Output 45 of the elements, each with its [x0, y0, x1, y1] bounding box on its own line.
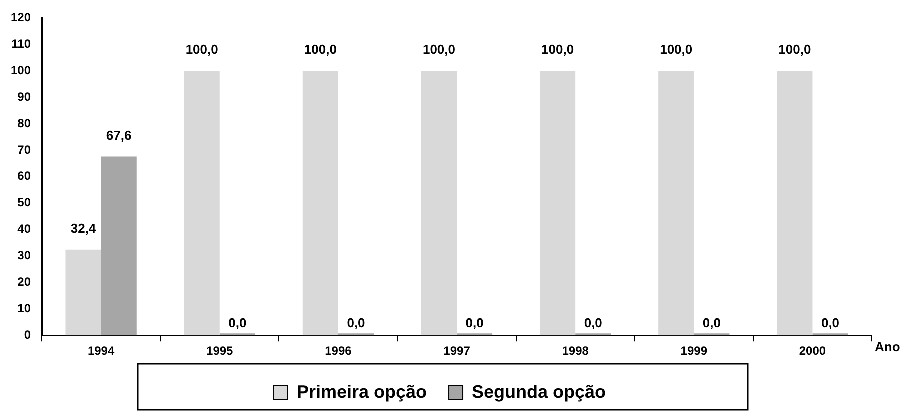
bar: [777, 71, 813, 336]
y-tick-label: 60: [18, 169, 32, 184]
y-tick-label: 100: [10, 63, 32, 78]
y-tick-label: 30: [18, 248, 32, 263]
y-tick-label: 10: [18, 301, 32, 316]
y-tick-label: 90: [18, 90, 32, 104]
y-tick-label: 120: [10, 10, 32, 25]
y-tick-label: 20: [18, 275, 32, 290]
bar: [421, 71, 458, 336]
x-axis-title: Ano: [875, 340, 900, 355]
legend-label: Primeira opção: [296, 382, 428, 402]
bar: [658, 71, 694, 336]
x-tick-label: 1996: [325, 344, 352, 358]
data-label: 32,4: [70, 220, 97, 236]
data-label: 100,0: [542, 42, 574, 58]
data-label: 100,0: [660, 42, 693, 58]
y-tick-label: 40: [18, 222, 32, 236]
y-tick-label: 50: [18, 196, 32, 210]
x-tick-label: 1999: [680, 344, 708, 358]
x-tick-label: 1994: [88, 344, 115, 358]
data-label: 67,6: [106, 128, 132, 143]
x-tick-label: 1998: [562, 344, 590, 358]
bar: [540, 71, 576, 336]
x-tick-label: 2000: [799, 344, 826, 358]
y-tick-label: 80: [18, 116, 32, 130]
y-tick-label: 70: [18, 142, 32, 157]
data-label: 100,0: [778, 42, 812, 58]
x-tick-label: 1997: [444, 344, 471, 358]
bar: [101, 156, 137, 336]
legend-label: Segunda opção: [472, 382, 606, 402]
data-label: 0,0: [821, 316, 840, 331]
data-label: 100,0: [422, 42, 456, 58]
data-label: 0,0: [466, 316, 484, 331]
data-label: 0,0: [702, 316, 721, 331]
data-label: 0,0: [347, 316, 366, 331]
data-label: 0,0: [584, 316, 602, 331]
y-tick-label: 0: [24, 328, 32, 342]
bar: [302, 71, 338, 336]
data-label: 0,0: [228, 316, 247, 331]
data-label: 100,0: [186, 42, 218, 58]
bar: [184, 71, 220, 336]
bar: [66, 250, 102, 336]
x-tick-label: 1995: [206, 344, 234, 358]
data-label: 100,0: [304, 42, 337, 58]
y-tick-label: 110: [12, 36, 32, 51]
